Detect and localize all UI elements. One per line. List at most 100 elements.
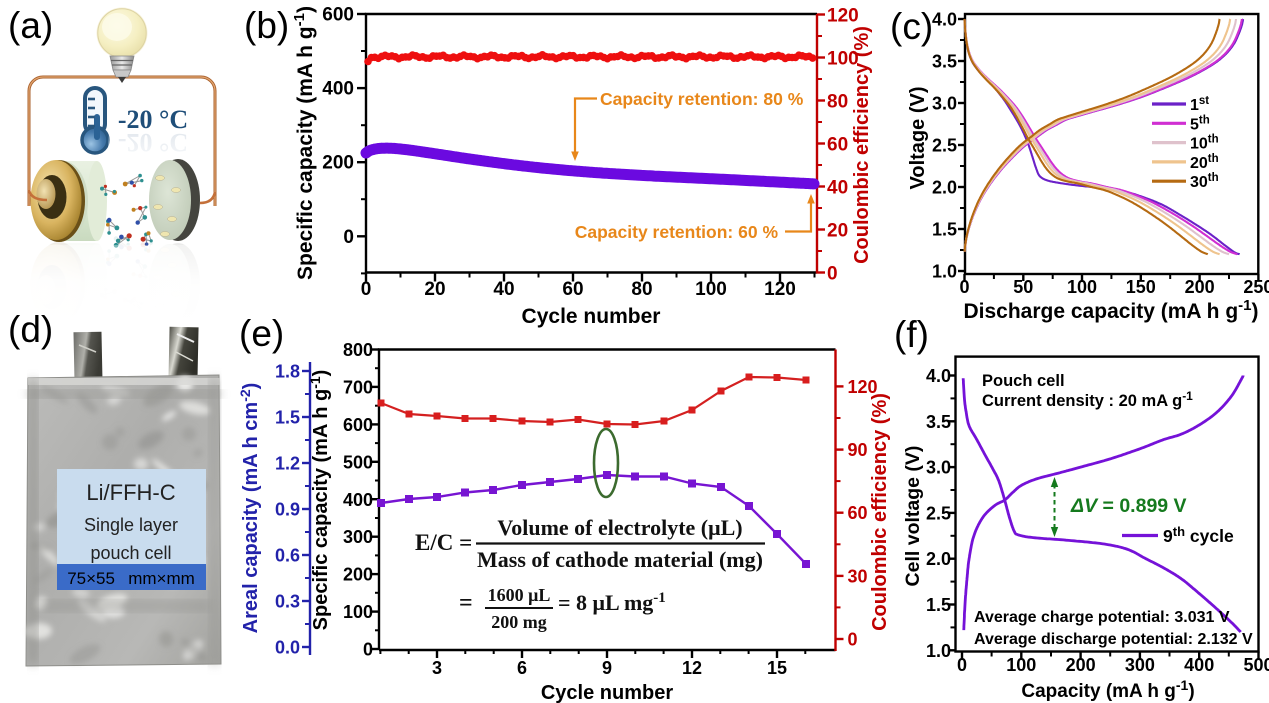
svg-text:60: 60 xyxy=(848,503,868,523)
svg-text:120: 120 xyxy=(764,279,796,300)
svg-text:0: 0 xyxy=(363,640,373,660)
svg-text:400: 400 xyxy=(343,490,373,510)
svg-text:120: 120 xyxy=(827,6,859,27)
svg-text:(f): (f) xyxy=(894,314,929,355)
svg-text:200: 200 xyxy=(1066,655,1096,675)
svg-text:0.9: 0.9 xyxy=(275,500,300,520)
svg-text:2.0: 2.0 xyxy=(932,178,957,198)
svg-text:90: 90 xyxy=(848,440,868,460)
svg-text:Capacity (mA h g-1): Capacity (mA h g-1) xyxy=(1021,677,1194,702)
svg-text:2.0: 2.0 xyxy=(926,549,951,569)
svg-text:300: 300 xyxy=(343,527,373,547)
svg-text:200: 200 xyxy=(343,565,373,585)
svg-text:=: = xyxy=(459,590,473,616)
svg-text:Capacity retention: 80 %: Capacity retention: 80 % xyxy=(600,89,804,109)
svg-text:800: 800 xyxy=(343,340,373,360)
svg-text:100: 100 xyxy=(343,602,373,622)
svg-text:200: 200 xyxy=(1185,277,1215,297)
svg-text:Voltage (V): Voltage (V) xyxy=(907,87,929,190)
svg-text:(e): (e) xyxy=(239,313,284,354)
svg-text:Areal capacity (mA h cm-2): Areal capacity (mA h cm-2) xyxy=(237,383,262,634)
svg-text:300: 300 xyxy=(1125,655,1155,675)
svg-text:0: 0 xyxy=(361,279,372,300)
svg-text:100: 100 xyxy=(695,279,727,300)
svg-text:0: 0 xyxy=(343,227,354,248)
svg-text:120: 120 xyxy=(848,377,878,397)
svg-text:-20 °C: -20 °C xyxy=(118,105,188,134)
svg-text:3: 3 xyxy=(432,658,442,678)
svg-text:Cycle number: Cycle number xyxy=(522,305,661,328)
svg-text:1.0: 1.0 xyxy=(926,641,951,661)
svg-text:200 mg: 200 mg xyxy=(491,612,547,632)
svg-text:20th: 20th xyxy=(1190,153,1219,172)
svg-text:ΔV = 0.899 V: ΔV = 0.899 V xyxy=(1070,495,1187,517)
svg-text:Capacity retention: 60 %: Capacity retention: 60 % xyxy=(575,222,779,242)
svg-text:Discharge capacity (mA h g-1): Discharge capacity (mA h g-1) xyxy=(964,297,1259,323)
svg-text:100: 100 xyxy=(1067,277,1097,297)
svg-text:Average discharge potential: 2: Average discharge potential: 2.132 V xyxy=(974,631,1253,648)
svg-text:0: 0 xyxy=(827,264,838,285)
svg-text:1.2: 1.2 xyxy=(275,454,300,474)
svg-text:20: 20 xyxy=(424,279,445,300)
svg-text:80: 80 xyxy=(631,279,652,300)
svg-text:= 8 μL mg-1: = 8 μL mg-1 xyxy=(558,590,666,615)
svg-text:6: 6 xyxy=(517,658,527,678)
svg-text:Mass of cathode material (mg): Mass of cathode material (mg) xyxy=(477,547,763,572)
svg-text:pouch cell: pouch cell xyxy=(90,543,171,563)
svg-text:50: 50 xyxy=(1013,277,1033,297)
svg-text:3.0: 3.0 xyxy=(926,458,951,478)
svg-text:9th cycle: 9th cycle xyxy=(1163,524,1234,546)
svg-text:0: 0 xyxy=(848,630,858,650)
svg-text:Coulombic efficiency (%): Coulombic efficiency (%) xyxy=(869,393,891,631)
svg-text:500: 500 xyxy=(1243,655,1269,675)
svg-text:(d): (d) xyxy=(8,309,53,350)
svg-text:Average charge potential: 3.03: Average charge potential: 3.031 V xyxy=(974,609,1230,626)
svg-text:20: 20 xyxy=(827,221,848,242)
svg-text:30th: 30th xyxy=(1190,172,1219,191)
svg-text:E/C =: E/C = xyxy=(415,530,472,555)
svg-text:1.5: 1.5 xyxy=(932,220,957,240)
svg-text:400: 400 xyxy=(322,79,354,100)
svg-text:600: 600 xyxy=(343,415,373,435)
svg-text:10th: 10th xyxy=(1190,134,1219,153)
svg-text:9: 9 xyxy=(602,658,612,678)
svg-text:5th: 5th xyxy=(1190,114,1210,133)
svg-text:0: 0 xyxy=(957,655,967,675)
svg-text:30: 30 xyxy=(848,566,868,586)
svg-text:200: 200 xyxy=(322,153,354,174)
svg-text:60: 60 xyxy=(827,135,848,156)
svg-text:Current density : 20 mA g-1: Current density : 20 mA g-1 xyxy=(982,389,1193,410)
svg-text:Cell voltage (V): Cell voltage (V) xyxy=(902,446,924,587)
svg-text:40: 40 xyxy=(827,178,848,199)
svg-text:1.5: 1.5 xyxy=(275,408,300,428)
svg-text:Pouch cell: Pouch cell xyxy=(982,372,1065,390)
svg-text:Specific capacity (mA h g-1): Specific capacity (mA h g-1) xyxy=(307,370,332,631)
svg-text:75×55 mm×mm: 75×55 mm×mm xyxy=(67,569,195,588)
svg-text:40: 40 xyxy=(493,279,514,300)
svg-text:Coulombic efficiency (%): Coulombic efficiency (%) xyxy=(851,26,873,264)
svg-text:12: 12 xyxy=(682,658,702,678)
svg-text:400: 400 xyxy=(1184,655,1214,675)
svg-text:0.6: 0.6 xyxy=(275,546,300,566)
svg-text:(b): (b) xyxy=(244,5,289,46)
svg-text:80: 80 xyxy=(827,92,848,113)
svg-text:4.0: 4.0 xyxy=(932,10,957,30)
svg-text:1.8: 1.8 xyxy=(275,362,300,382)
svg-text:3.5: 3.5 xyxy=(926,412,951,432)
svg-text:250: 250 xyxy=(1243,277,1269,297)
svg-text:0.3: 0.3 xyxy=(275,592,300,612)
svg-text:3.0: 3.0 xyxy=(932,94,957,114)
svg-text:100: 100 xyxy=(1006,655,1036,675)
svg-text:(c): (c) xyxy=(890,6,933,47)
svg-text:Li/FFH-C: Li/FFH-C xyxy=(86,480,175,505)
svg-text:150: 150 xyxy=(1126,277,1156,297)
svg-text:600: 600 xyxy=(322,5,354,26)
svg-text:1.0: 1.0 xyxy=(932,262,957,282)
svg-text:2.5: 2.5 xyxy=(926,503,951,523)
svg-text:2.5: 2.5 xyxy=(932,136,957,156)
svg-text:(a): (a) xyxy=(8,5,53,46)
svg-text:500: 500 xyxy=(343,452,373,472)
svg-text:60: 60 xyxy=(562,279,583,300)
svg-text:Specific capacity (mA h g-1): Specific capacity (mA h g-1) xyxy=(291,6,317,280)
svg-text:4.0: 4.0 xyxy=(926,366,951,386)
